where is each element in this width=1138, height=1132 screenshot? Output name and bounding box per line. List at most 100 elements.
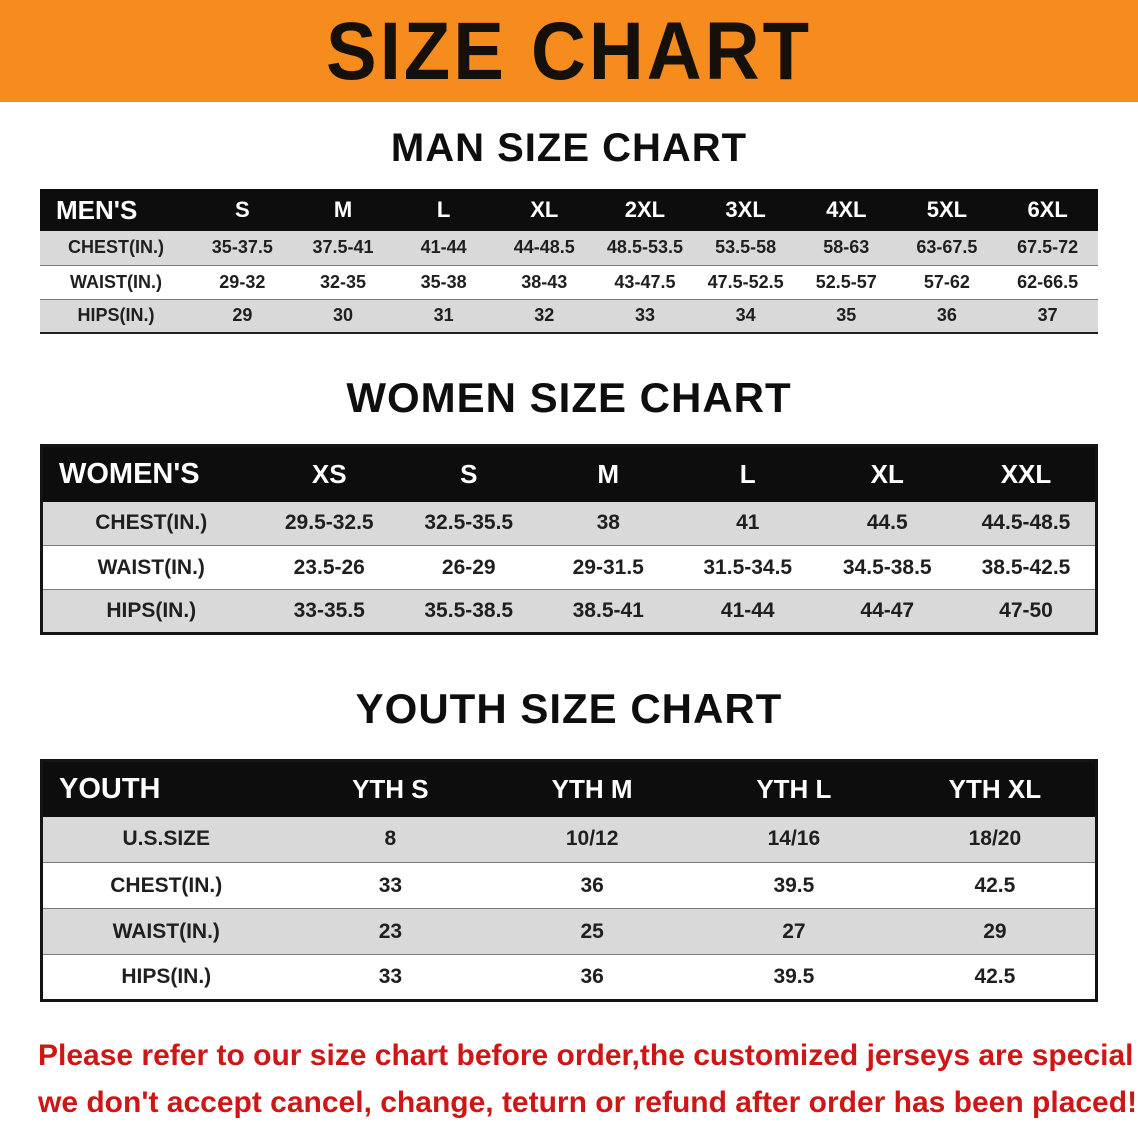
- table-cell: 37.5-41: [312, 237, 374, 258]
- size-header-cell: S: [399, 445, 539, 502]
- table-cell: 36: [936, 305, 957, 326]
- size-header-cell: 4XL: [795, 189, 897, 231]
- table-cell: 31.5-34.5: [703, 555, 793, 579]
- size-header-cell: M: [292, 189, 394, 231]
- table-cell: 42.5: [974, 965, 1016, 988]
- table-cell: 18/20: [968, 827, 1022, 851]
- table-cell: 58-63: [823, 237, 870, 258]
- size-header-cell: XXL: [957, 445, 1097, 502]
- table-cell: 14/16: [767, 827, 821, 851]
- table-cell: 23.5-26: [293, 555, 365, 579]
- table-cell: 33: [634, 305, 655, 326]
- table-row: WAIST(IN.) 23.5-26 26-29 29-31.5 31.5-34.5 34…: [41, 545, 1097, 590]
- table-cell: 27: [782, 919, 806, 943]
- table-header-row: MEN'S S M L XL 2XL 3XL 4XL 5XL 6XL: [40, 189, 1098, 231]
- youth-size-table: YOUTH YTH S YTH M YTH L YTH XL U.S.SIZE 8 10/12…: [40, 759, 1098, 1002]
- table-header-row: YOUTH YTH S YTH M YTH L YTH XL: [41, 760, 1097, 817]
- size-header-cell: YTH L: [693, 760, 895, 817]
- table-cell: 41-44: [720, 599, 775, 622]
- table-cell: 41-44: [420, 237, 467, 258]
- table-row: HIPS(IN.) 33-35.5 35.5-38.5 38.5-41 41-44 44-…: [41, 589, 1097, 634]
- table-cell: 57-62: [923, 271, 970, 292]
- table-title-cell: YOUTH: [41, 760, 290, 817]
- size-header-cell: YTH M: [491, 760, 693, 817]
- table-cell: 34.5-38.5: [842, 555, 932, 579]
- women-size-table: WOMEN'S XS S M L XL XXL CHEST(IN.) 29.5-32.5 32.5…: [40, 444, 1098, 635]
- size-header-cell: M: [538, 445, 678, 502]
- table-cell: 26-29: [441, 555, 496, 579]
- row-label: CHEST(IN.): [110, 873, 223, 897]
- notice-line-1: Please refer to our size chart before or…: [38, 1039, 1138, 1072]
- table-cell: 47.5-52.5: [707, 271, 784, 292]
- youth-size-section: YOUTH SIZE CHART YOUTH YTH S YTH M YTH L YTH…: [0, 685, 1138, 1002]
- table-cell: 62-66.5: [1017, 271, 1079, 292]
- size-header-cell: 2XL: [594, 189, 696, 231]
- size-header-cell: XL: [493, 189, 595, 231]
- table-cell: 53.5-58: [715, 237, 777, 258]
- table-cell: 29: [232, 305, 253, 326]
- row-label: HIPS(IN.): [77, 305, 155, 326]
- table-cell: 32: [534, 305, 555, 326]
- size-header-cell: YTH XL: [894, 760, 1097, 817]
- row-label: U.S.SIZE: [122, 827, 211, 851]
- table-cell: 38.5-41: [572, 599, 644, 622]
- table-cell: 35-37.5: [211, 237, 273, 258]
- man-size-section: MAN SIZE CHART MEN'S S M L XL 2XL 3XL 4XL 5XL 6XL…: [0, 126, 1138, 334]
- size-header-cell: S: [192, 189, 293, 231]
- table-row: CHEST(IN.) 29.5-32.5 32.5-35.5 38 41 44.5 44.5…: [41, 501, 1097, 546]
- table-cell: 44.5-48.5: [981, 511, 1071, 535]
- table-cell: 33-35.5: [293, 599, 365, 622]
- size-header-cell: XS: [259, 445, 399, 502]
- table-cell: 36: [580, 873, 604, 897]
- table-cell: 37: [1037, 305, 1058, 326]
- table-row: WAIST(IN.) 23 25 27 29: [41, 908, 1097, 955]
- table-cell: 38-43: [521, 271, 568, 292]
- table-cell: 32-35: [319, 271, 366, 292]
- size-header-cell: YTH S: [289, 760, 492, 817]
- table-cell: 42.5: [974, 873, 1016, 897]
- table-title-cell: MEN'S: [40, 189, 192, 231]
- table-cell: 31: [433, 305, 454, 326]
- table-cell: 44-48.5: [513, 237, 575, 258]
- table-cell: 23: [378, 919, 403, 943]
- table-cell: 38: [596, 511, 620, 535]
- women-section-heading: WOMEN SIZE CHART: [346, 374, 792, 421]
- row-label: WAIST(IN.): [70, 271, 162, 292]
- row-label: HIPS(IN.): [106, 599, 197, 622]
- table-cell: 29: [983, 919, 1007, 943]
- table-cell: 8: [384, 827, 397, 851]
- table-row: U.S.SIZE 8 10/12 14/16 18/20: [41, 816, 1097, 863]
- table-title-cell: WOMEN'S: [41, 445, 260, 502]
- table-cell: 25: [580, 919, 604, 943]
- notice-line-2: we don't accept cancel, change, teturn o…: [38, 1086, 1138, 1120]
- table-cell: 29.5-32.5: [284, 511, 374, 535]
- size-header-cell: 5XL: [896, 189, 998, 231]
- row-label: WAIST(IN.): [97, 555, 205, 579]
- table-row: HIPS(IN.) 33 36 39.5 42.5: [41, 954, 1097, 1001]
- table-cell: 41: [736, 511, 760, 535]
- man-section-heading: MAN SIZE CHART: [390, 126, 748, 170]
- table-cell: 39.5: [773, 965, 815, 988]
- table-cell: 29-32: [219, 271, 266, 292]
- row-label: CHEST(IN.): [95, 511, 208, 535]
- table-cell: 33: [378, 873, 403, 897]
- table-cell: 48.5-53.5: [606, 237, 683, 258]
- table-cell: 34: [735, 305, 756, 326]
- size-header-cell: XL: [817, 445, 957, 502]
- table-cell: 63-67.5: [916, 237, 978, 258]
- size-header-cell: 6XL: [997, 189, 1098, 231]
- size-header-cell: L: [678, 445, 818, 502]
- row-label: WAIST(IN.): [112, 919, 220, 943]
- banner: SIZE CHART: [0, 0, 1138, 102]
- youth-section-heading: YOUTH SIZE CHART: [355, 685, 783, 732]
- men-size-table: MEN'S S M L XL 2XL 3XL 4XL 5XL 6XL CHEST(IN.) 35-37…: [40, 189, 1098, 334]
- table-cell: 44.5: [866, 511, 908, 535]
- size-header-cell: L: [393, 189, 494, 231]
- table-cell: 52.5-57: [815, 271, 877, 292]
- table-cell: 44-47: [860, 599, 915, 622]
- table-cell: 36: [580, 965, 604, 988]
- table-cell: 32.5-35.5: [424, 511, 514, 535]
- table-row: CHEST(IN.) 33 36 39.5 42.5: [41, 862, 1097, 909]
- page-title: SIZE CHART: [326, 5, 812, 97]
